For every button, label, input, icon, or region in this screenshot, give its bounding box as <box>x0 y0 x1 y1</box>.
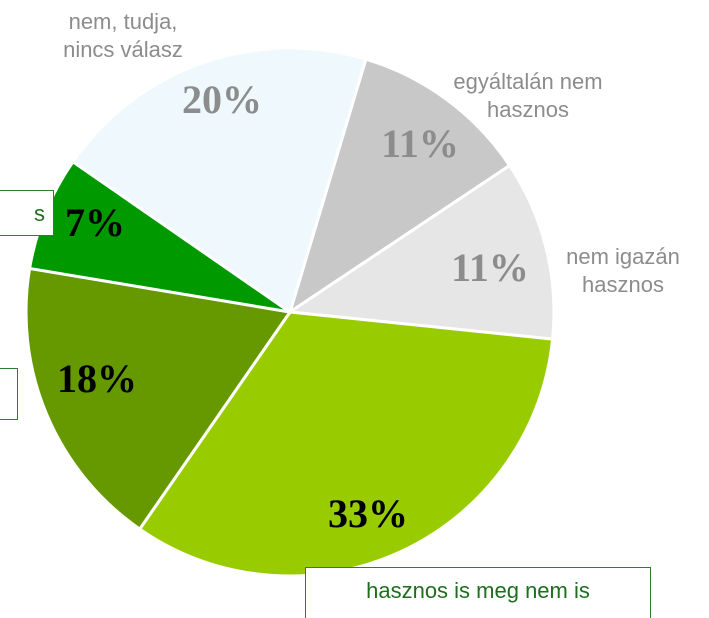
pie-slice <box>285 163 556 341</box>
pie-slice <box>137 310 555 578</box>
category-label: nem, tudja, nincs válasz <box>63 9 183 62</box>
data-label: 7% <box>65 200 125 245</box>
category-label: egyáltalán nem hasznos <box>453 69 603 122</box>
pie-slice <box>287 57 512 316</box>
data-label: 33% <box>328 491 408 536</box>
data-label: 20% <box>182 77 262 122</box>
pie-slice <box>70 46 368 315</box>
category-label: hasznos is meg nem is <box>305 567 651 618</box>
data-label: 11% <box>451 245 529 290</box>
category-label: s <box>0 190 54 236</box>
category-label: nem igazán hasznos <box>566 244 680 297</box>
data-label: 18% <box>57 356 137 401</box>
pie-slice <box>24 266 293 532</box>
category-label <box>0 368 18 420</box>
data-label: 11% <box>381 121 459 166</box>
